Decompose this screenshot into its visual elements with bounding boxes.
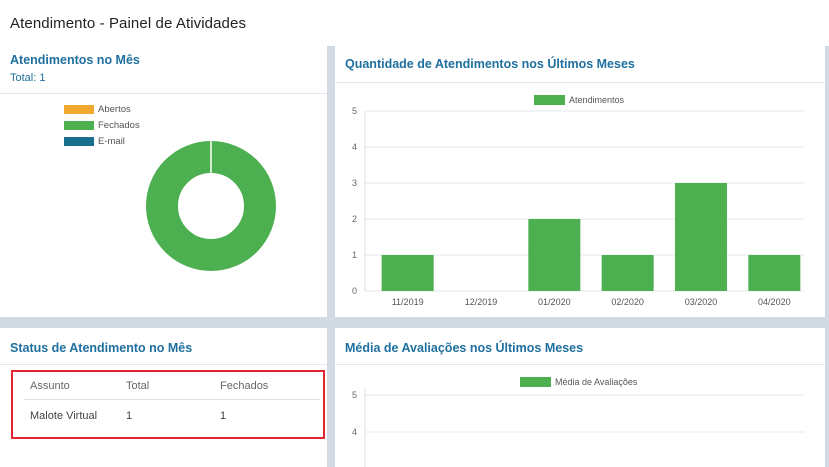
y-tick-label: 2 (352, 214, 357, 224)
legend-label: Abertos (98, 104, 131, 115)
bar-11-2019 (381, 255, 434, 291)
bar-02-2020 (601, 255, 654, 291)
legend-label: E-mail (98, 136, 125, 147)
rating-chart: 4 5 Média de Avaliações (352, 377, 805, 467)
y-tick-label: 5 (352, 106, 357, 116)
table-cell-assunto: Malote Virtual (30, 410, 98, 422)
legend-label: Fechados (98, 120, 140, 131)
y-tick-label: 0 (352, 286, 357, 296)
rating-panel: Média de Avaliações nos Últimos Meses 4 5… (335, 328, 825, 467)
month-total: Total: 1 (10, 72, 46, 84)
table-header-total: Total (126, 380, 150, 392)
y-tick-label: 4 (352, 142, 357, 152)
status-panel-title: Status de Atendimento no Mês (10, 341, 193, 355)
bar-01-2020 (528, 219, 581, 291)
status-panel: Status de Atendimento no Mês (0, 328, 327, 467)
history-panel: Quantidade de Atendimentos nos Últimos M… (335, 46, 825, 317)
x-tick-label: 12/2019 (465, 297, 498, 307)
month-panel-divider (0, 93, 327, 94)
page-title: Atendimento - Painel de Atividades (10, 15, 247, 32)
legend-label-atendimentos: Atendimentos (569, 95, 625, 105)
legend-item-email[interactable]: E-mail (64, 136, 125, 147)
x-tick-label: 01/2020 (538, 297, 571, 307)
history-panel-title: Quantidade de Atendimentos nos Últimos M… (345, 57, 635, 71)
legend-swatch (64, 105, 94, 114)
y-tick-label: 4 (352, 427, 357, 437)
bar-04-2020 (748, 255, 801, 291)
x-tick-label: 11/2019 (392, 297, 424, 307)
status-table-highlight (11, 370, 325, 439)
y-tick-label: 3 (352, 178, 357, 188)
status-panel-divider (0, 364, 327, 365)
x-tick-label: 04/2020 (758, 297, 791, 307)
rating-panel-title: Média de Avaliações nos Últimos Meses (345, 341, 584, 355)
legend-swatch-media (520, 377, 551, 387)
table-header-assunto: Assunto (30, 380, 70, 392)
legend-swatch (64, 121, 94, 130)
table-header-divider (24, 399, 320, 400)
legend-swatch (64, 137, 94, 146)
month-panel: Atendimentos no Mês Total: 1 Abertos Fec… (0, 46, 327, 317)
table-header-fechados: Fechados (220, 380, 269, 392)
table-cell-total: 1 (126, 410, 133, 422)
legend-item-fechados[interactable]: Fechados (64, 120, 140, 131)
month-panel-title: Atendimentos no Mês (10, 53, 140, 67)
bar-chart: 0 1 2 3 4 5 Atendimentos 11/2019 12/2019 01/2020 0… (352, 95, 805, 307)
legend-label-media: Média de Avaliações (555, 377, 638, 387)
y-tick-label: 5 (352, 390, 357, 400)
table-cell-fechados: 1 (220, 410, 227, 422)
donut-chart (146, 141, 276, 271)
legend-swatch-atendimentos (534, 95, 565, 105)
y-tick-label: 1 (352, 250, 357, 260)
x-tick-label: 03/2020 (685, 297, 718, 307)
rating-panel-divider (335, 364, 825, 365)
x-tick-label: 02/2020 (611, 297, 644, 307)
legend-item-abertos[interactable]: Abertos (64, 104, 131, 115)
bar-03-2020 (675, 183, 727, 291)
history-panel-divider (335, 82, 825, 83)
